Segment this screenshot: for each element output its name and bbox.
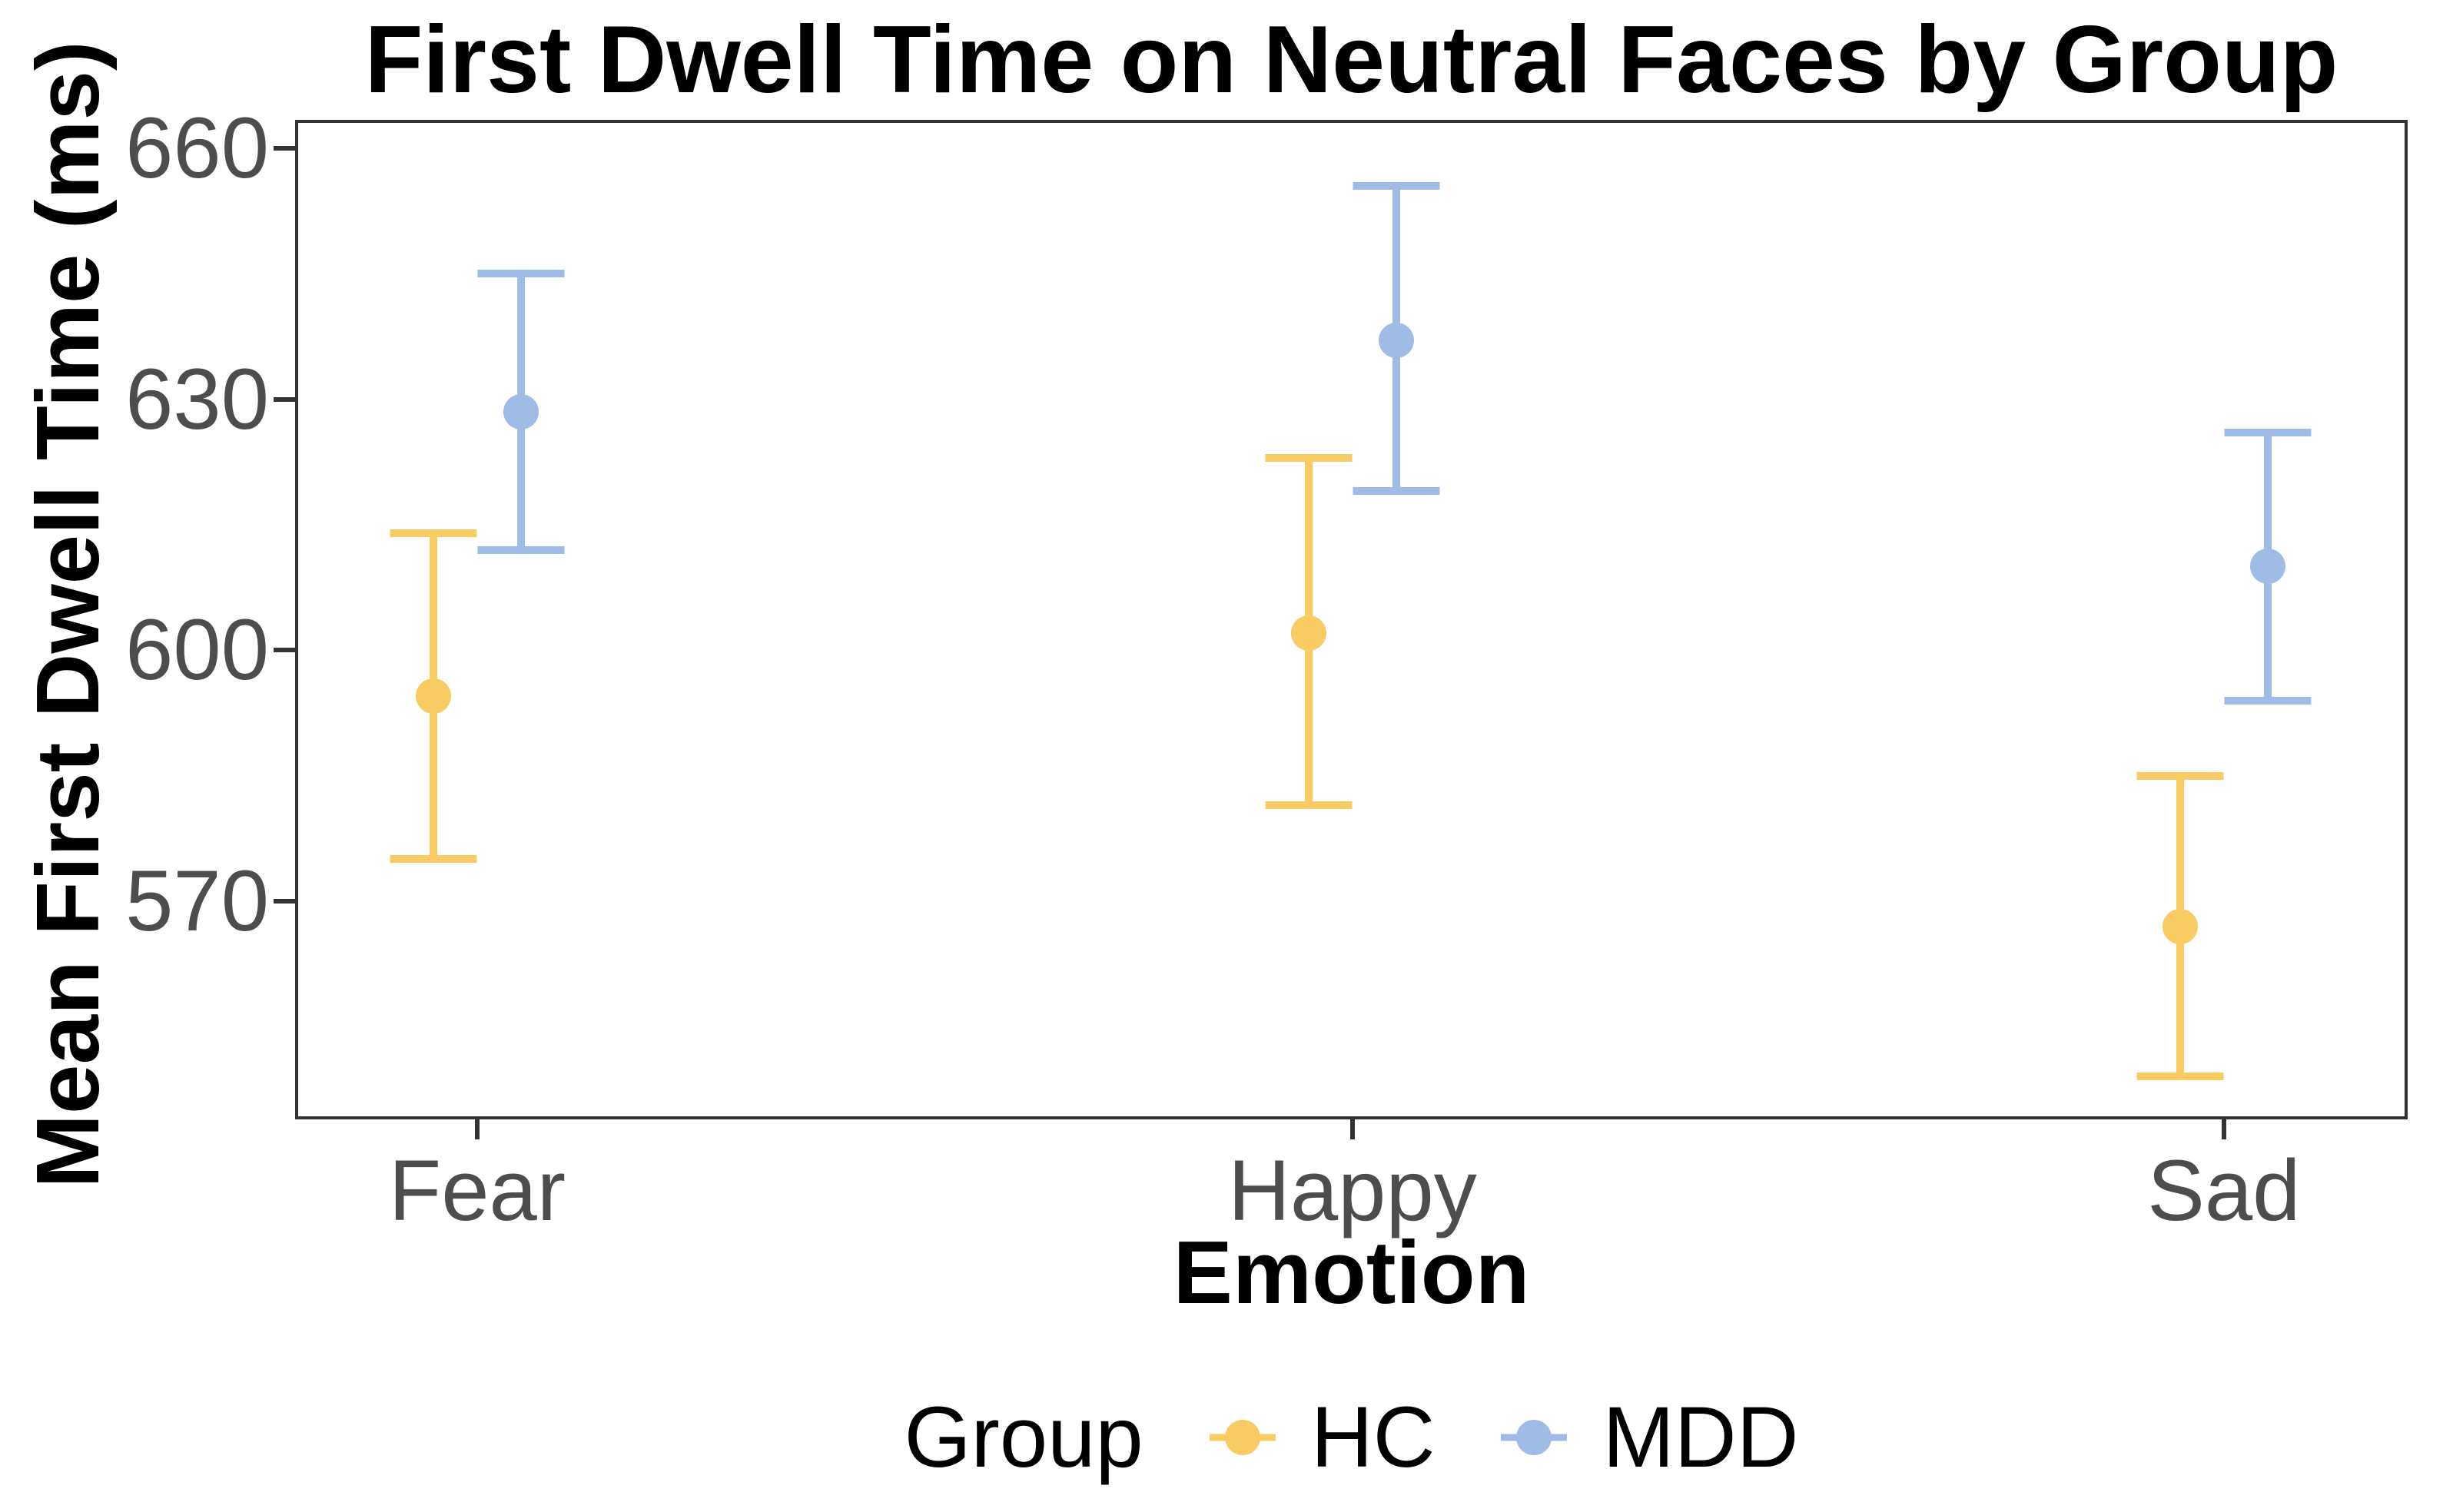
y-tick-mark	[274, 898, 295, 904]
legend-entry-hc: HC	[1209, 1388, 1436, 1487]
x-tick-mark	[2221, 1119, 2226, 1139]
errorbar-cap-upper-HC-Sad	[2136, 771, 2224, 780]
y-tick-mark	[274, 146, 295, 151]
y-tick-label: 570	[125, 852, 269, 949]
pointrange-key-icon	[1501, 1388, 1568, 1487]
errorbar-cap-lower-HC-Fear	[390, 855, 477, 864]
point-MDD-Fear	[503, 393, 539, 429]
legend: Group HC MDD	[295, 1380, 2408, 1495]
x-tick-mark	[474, 1119, 480, 1139]
legend-label-hc: HC	[1310, 1389, 1436, 1485]
chart-title: First Dwell Time on Neutral Faces by Gro…	[364, 7, 2338, 113]
y-tick-mark	[274, 648, 295, 653]
y-tick-label: 630	[125, 350, 269, 447]
errorbar-cap-upper-HC-Fear	[390, 529, 477, 537]
x-tick-label: Fear	[388, 1142, 566, 1238]
errorbar-cap-lower-MDD-Sad	[2224, 696, 2312, 705]
legend-label-mdd: MDD	[1602, 1389, 1799, 1485]
x-axis-title: Emotion	[1173, 1222, 1530, 1322]
plot-panel	[295, 120, 2408, 1119]
errorbar-cap-lower-MDD-Fear	[477, 545, 565, 554]
x-tick-label: Sad	[2147, 1142, 2301, 1238]
errorbar-cap-upper-MDD-Happy	[1353, 182, 1440, 190]
errorbar-cap-lower-MDD-Happy	[1353, 487, 1440, 496]
errorbar-cap-lower-HC-Sad	[2136, 1073, 2224, 1081]
x-tick-mark	[1349, 1119, 1355, 1139]
y-tick-label: 660	[125, 100, 269, 197]
errorbar-cap-lower-HC-Happy	[1265, 801, 1353, 809]
errorbar-cap-upper-MDD-Sad	[2224, 429, 2312, 437]
legend-entry-mdd: MDD	[1501, 1388, 1799, 1487]
point-MDD-Sad	[2249, 549, 2285, 585]
legend-key-dot	[1224, 1420, 1260, 1455]
legend-title: Group	[904, 1389, 1143, 1485]
point-HC-Fear	[415, 678, 451, 715]
errorbar-cap-upper-HC-Happy	[1265, 453, 1353, 462]
pointrange-key-icon	[1209, 1388, 1276, 1487]
errorbar-cap-upper-MDD-Fear	[477, 270, 565, 278]
point-MDD-Happy	[1378, 323, 1414, 359]
point-HC-Sad	[2162, 908, 2198, 944]
x-tick-label: Happy	[1227, 1142, 1477, 1238]
legend-key-dot	[1516, 1420, 1552, 1455]
y-tick-mark	[274, 396, 295, 402]
point-HC-Happy	[1290, 615, 1326, 652]
y-tick-label: 600	[125, 602, 269, 698]
